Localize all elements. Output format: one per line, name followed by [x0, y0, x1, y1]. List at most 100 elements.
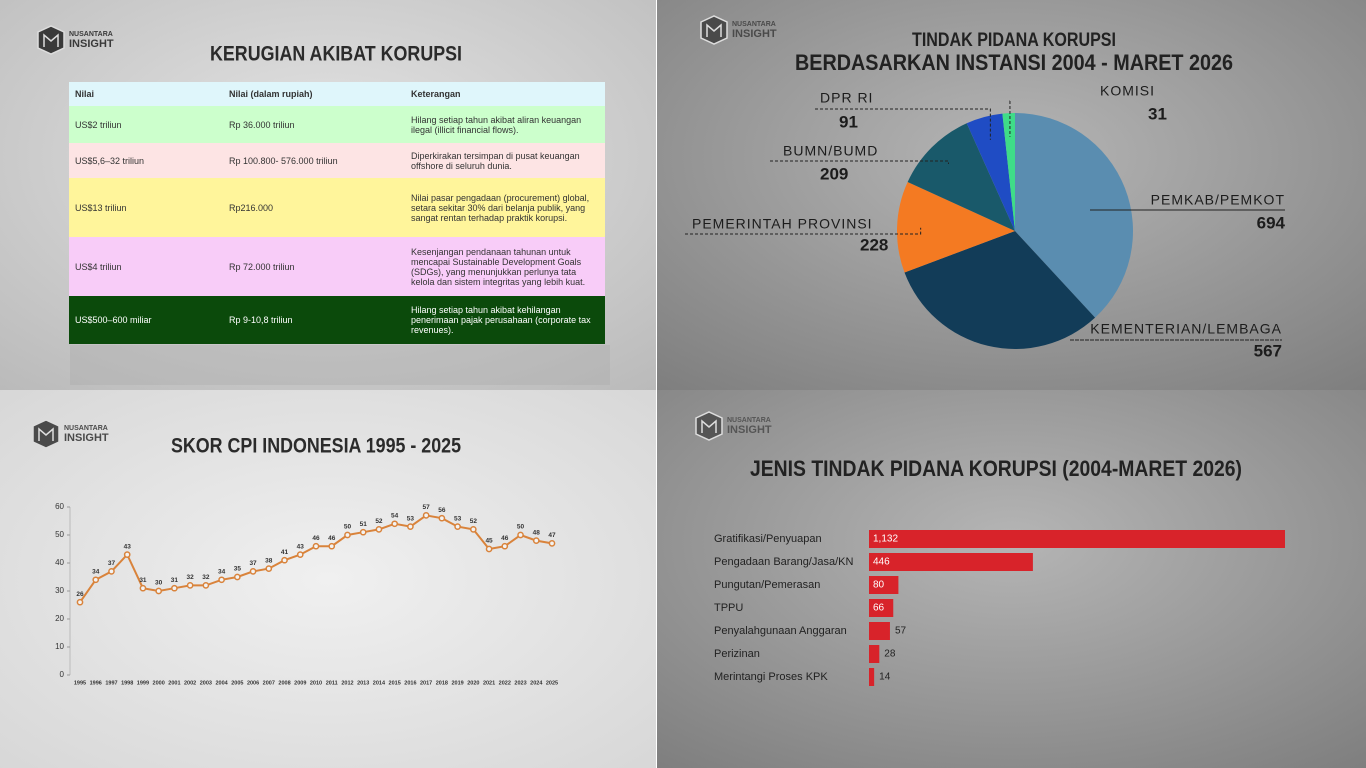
- cpi-point: [139, 584, 147, 592]
- bar: [869, 668, 875, 686]
- y-tick-label: 0: [60, 670, 65, 679]
- cpi-point: [186, 582, 194, 589]
- logo-icon: [32, 419, 60, 449]
- panel-bg: [0, 0, 656, 390]
- x-tick-label: 1999: [137, 680, 149, 686]
- data-label: 43: [297, 543, 305, 550]
- table-row: US$5,6–32 triliun Rp 100.800- 576.000 tri…: [69, 143, 605, 178]
- cpi-point: [155, 587, 163, 595]
- data-label: 45: [485, 538, 493, 545]
- x-tick-label: 2020: [467, 680, 479, 686]
- category-label: Perizinan: [714, 648, 760, 660]
- cpi-point: [328, 542, 336, 550]
- y-tick-label: 60: [55, 502, 64, 511]
- data-label: 53: [454, 515, 462, 522]
- y-tick-label: 20: [55, 614, 64, 623]
- slice-value: 567: [1254, 341, 1282, 360]
- x-tick-label: 2022: [499, 680, 511, 686]
- cpi-point: [76, 598, 84, 606]
- table-cell: Kesenjangan pendanaan tahunan untuk menc…: [411, 246, 586, 287]
- category-label: Pengadaan Barang/Jasa/KN: [714, 556, 853, 568]
- table-cell: Rp 100.800- 576.000 triliun: [229, 155, 338, 166]
- logo-icon: [695, 411, 723, 441]
- data-label: 31: [171, 577, 179, 584]
- logo-name: NUSANTARA: [64, 425, 108, 432]
- chart-subtitle: BERDASARKAN INSTANSI 2004 - MARET 2026: [795, 50, 1233, 75]
- cpi-point: [359, 528, 367, 536]
- header-cell: Nilai: [75, 89, 95, 99]
- table-cell: US$4 triliun: [75, 261, 122, 272]
- cpi-point: [407, 523, 414, 530]
- cpi-point: [218, 576, 225, 584]
- data-label: 30: [155, 580, 163, 587]
- logo-name: NUSANTARA: [732, 21, 776, 28]
- x-tick-label: 2013: [357, 680, 369, 686]
- cpi-point: [485, 545, 493, 553]
- x-tick-label: 2024: [530, 680, 543, 686]
- value-label: 446: [873, 557, 890, 568]
- table-cell: US$500–600 miliar: [75, 315, 152, 325]
- pie-slice: [904, 231, 1096, 349]
- slice-label: BUMN/BUMD: [783, 143, 878, 159]
- x-tick-label: 2017: [420, 680, 432, 686]
- x-tick-label: 2023: [514, 680, 526, 686]
- slice-label: KEMENTERIAN/LEMBAGA: [1090, 321, 1282, 337]
- y-tick-label: 50: [55, 530, 64, 539]
- chart-title: TINDAK PIDANA KORUPSI: [912, 30, 1116, 51]
- cpi-point: [123, 551, 131, 558]
- cpi-point: [312, 542, 320, 550]
- x-tick-label: 2012: [341, 680, 353, 686]
- data-label: 43: [124, 543, 132, 550]
- table-title: KERUGIAN AKIBAT KORUPSI: [210, 43, 462, 66]
- x-tick-label: 2009: [294, 680, 306, 686]
- data-label: 37: [108, 560, 116, 567]
- y-tick-label: 30: [55, 586, 64, 595]
- value-label: 66: [873, 603, 885, 614]
- data-label: 26: [76, 591, 84, 598]
- table-row: US$4 triliun Rp 72.000 triliun Kesenjangan…: [69, 237, 605, 296]
- header-cell: Keterangan: [411, 89, 461, 99]
- cpi-point: [548, 540, 556, 547]
- slice-value: 209: [820, 164, 848, 183]
- category-label: Penyalahgunaan Anggaran: [714, 625, 847, 637]
- x-tick-label: 2021: [483, 680, 495, 686]
- data-label: 51: [360, 521, 368, 528]
- table-cell: Hilang setiap tahun akibat aliran keuang…: [411, 114, 582, 135]
- data-label: 46: [312, 535, 320, 542]
- data-label: 34: [218, 569, 226, 576]
- x-tick-label: 2002: [184, 680, 196, 686]
- cpi-point: [344, 531, 351, 539]
- data-label: 46: [501, 535, 509, 542]
- slice-value: 31: [1148, 104, 1167, 123]
- cpi-point: [391, 520, 399, 528]
- y-tick-label: 40: [55, 558, 64, 567]
- table-row: US$2 triliun Rp 36.000 triliun Hilang seti…: [69, 106, 605, 143]
- value-label: 57: [895, 626, 907, 637]
- x-tick-label: 2025: [546, 680, 558, 686]
- table-cell: US$13 triliun: [75, 202, 127, 213]
- cpi-point: [233, 573, 241, 581]
- data-label: 46: [328, 535, 336, 542]
- x-tick-label: 1995: [74, 680, 86, 686]
- cpi-point: [469, 526, 477, 533]
- slice-label: PEMERINTAH PROVINSI: [692, 216, 873, 232]
- data-label: 47: [548, 532, 556, 539]
- category-label: Pungutan/Pemerasan: [714, 579, 820, 591]
- x-tick-label: 2018: [436, 680, 448, 686]
- pie-slice: [966, 113, 1015, 231]
- data-label: 56: [438, 507, 446, 514]
- data-label: 54: [391, 513, 399, 520]
- data-label: 52: [375, 518, 383, 525]
- logo-icon: [700, 15, 728, 45]
- x-tick-label: 2005: [231, 680, 243, 686]
- data-label: 41: [281, 549, 289, 556]
- x-tick-label: 2000: [153, 680, 165, 686]
- slice-label: DPR RI: [820, 90, 873, 106]
- slice-label: PEMKAB/PEMKOT: [1151, 192, 1285, 208]
- pie-slice: [1015, 113, 1133, 318]
- bar: [869, 530, 1285, 548]
- cpi-point: [454, 523, 461, 530]
- x-tick-label: 2010: [310, 680, 322, 686]
